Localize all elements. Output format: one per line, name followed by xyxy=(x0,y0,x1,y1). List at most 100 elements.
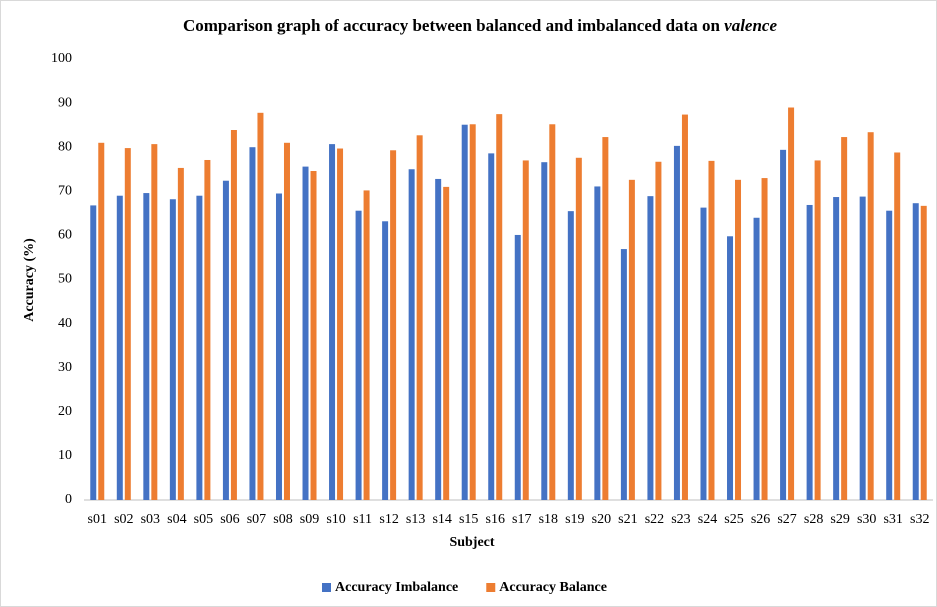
bar xyxy=(841,137,848,500)
bar xyxy=(390,150,397,501)
bar xyxy=(806,204,813,500)
x-tick-label: s05 xyxy=(194,512,213,527)
bar xyxy=(196,195,203,500)
bar xyxy=(90,205,97,501)
title-main: Comparison graph of accuracy between bal… xyxy=(183,16,720,35)
x-tick-label: s20 xyxy=(592,512,611,527)
bar xyxy=(620,249,627,500)
bar xyxy=(416,135,423,500)
bar xyxy=(143,193,150,500)
bar xyxy=(124,148,131,500)
x-tick-label: s08 xyxy=(273,512,292,527)
bar xyxy=(514,234,521,501)
x-tick-label: s18 xyxy=(539,512,558,527)
y-tick-label: 60 xyxy=(58,228,72,243)
bar xyxy=(230,130,237,500)
y-tick-label: 30 xyxy=(58,360,72,375)
bar xyxy=(541,162,548,500)
bar xyxy=(283,142,290,501)
bar xyxy=(647,196,654,500)
x-tick-label: s10 xyxy=(326,512,345,527)
bar xyxy=(594,186,601,500)
bar xyxy=(655,161,662,501)
bar xyxy=(886,210,893,501)
x-tick-label: s28 xyxy=(804,512,823,527)
bar xyxy=(488,153,495,500)
y-axis-label: Accuracy (%) xyxy=(22,238,37,322)
bar xyxy=(363,190,370,500)
bar xyxy=(222,180,229,500)
legend-label: Accuracy Balance xyxy=(499,580,607,595)
x-tick-label: s06 xyxy=(220,512,239,527)
y-tick-label: 50 xyxy=(58,272,72,287)
bar xyxy=(575,157,582,500)
x-tick-label: s29 xyxy=(830,512,849,527)
x-tick-label: s16 xyxy=(486,512,505,527)
y-tick-label: 10 xyxy=(58,448,72,463)
x-axis-label: Subject xyxy=(449,535,494,550)
bar xyxy=(567,211,574,500)
bar xyxy=(329,144,336,500)
x-tick-label: s30 xyxy=(857,512,876,527)
y-tick-label: 100 xyxy=(51,51,72,66)
bar xyxy=(673,145,680,500)
x-tick-label: s32 xyxy=(910,512,929,527)
x-tick-label: s31 xyxy=(883,512,902,527)
bar xyxy=(867,132,874,500)
bar xyxy=(549,124,556,500)
x-tick-label: s27 xyxy=(777,512,796,527)
bar xyxy=(681,114,688,500)
bar xyxy=(355,210,362,501)
bar xyxy=(275,193,282,500)
x-tick-label: s26 xyxy=(751,512,770,527)
x-tick-label: s02 xyxy=(114,512,133,527)
title-emphasis: valence xyxy=(724,16,777,35)
bar xyxy=(98,142,105,501)
x-tick-label: s14 xyxy=(432,512,451,527)
x-tick-label: s19 xyxy=(565,512,584,527)
x-tick-label: s11 xyxy=(353,512,372,527)
x-tick-label: s22 xyxy=(645,512,664,527)
x-tick-label: s01 xyxy=(88,512,107,527)
bar xyxy=(920,205,927,500)
x-tick-label: s21 xyxy=(618,512,637,527)
bar xyxy=(469,124,476,500)
bar xyxy=(408,169,415,500)
y-tick-label: 90 xyxy=(58,95,72,110)
bar xyxy=(435,178,442,500)
legend-swatch xyxy=(322,583,331,592)
x-tick-label: s17 xyxy=(512,512,531,527)
bar xyxy=(727,236,734,501)
bar xyxy=(753,217,760,500)
legend-label: Accuracy Imbalance xyxy=(335,580,458,595)
bar xyxy=(151,144,158,500)
bar xyxy=(788,107,795,500)
y-tick-label: 70 xyxy=(58,184,72,199)
bar xyxy=(708,160,715,500)
y-tick-label: 20 xyxy=(58,404,72,419)
bar xyxy=(310,171,317,500)
bar xyxy=(443,186,450,500)
x-tick-label: s12 xyxy=(379,512,398,527)
bar xyxy=(204,159,211,500)
bar xyxy=(814,160,821,500)
x-tick-label: s09 xyxy=(300,512,319,527)
x-tick-label: s24 xyxy=(698,512,717,527)
bar xyxy=(177,167,184,500)
bar xyxy=(780,149,787,500)
x-tick-label: s13 xyxy=(406,512,425,527)
bar xyxy=(249,147,256,500)
x-tick-label: s07 xyxy=(247,512,266,527)
bar xyxy=(461,124,468,501)
x-tick-label: s15 xyxy=(459,512,478,527)
bar xyxy=(859,196,866,501)
bar xyxy=(761,178,768,500)
x-tick-label: s23 xyxy=(671,512,690,527)
bar xyxy=(833,197,840,500)
y-tick-label: 40 xyxy=(58,316,72,331)
bar xyxy=(700,207,707,500)
bar xyxy=(302,166,309,500)
y-tick-label: 80 xyxy=(58,139,72,154)
